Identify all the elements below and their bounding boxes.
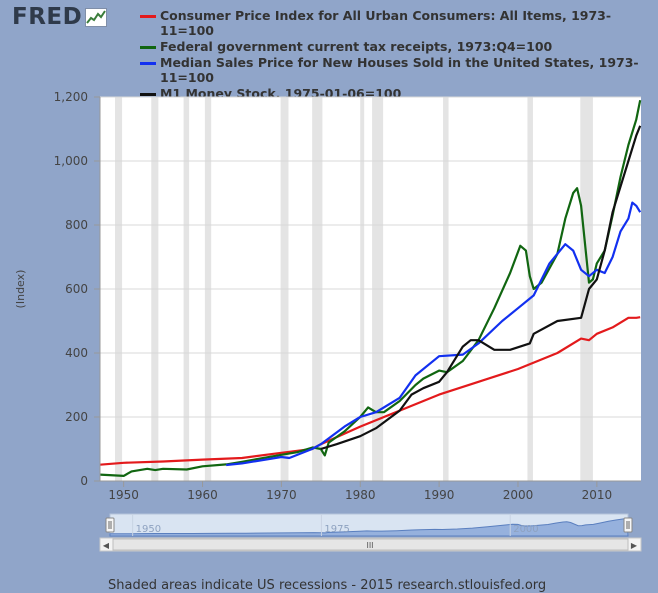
legend-swatch-tax <box>140 46 156 49</box>
x-tick-label: 1970 <box>266 488 297 502</box>
x-tick-label: 1950 <box>108 488 139 502</box>
navigator-left-handle[interactable] <box>105 517 115 533</box>
x-tick-label: 2010 <box>582 488 613 502</box>
x-tick-label: 1980 <box>345 488 376 502</box>
navigator-scrollbar-thumb[interactable] <box>112 538 629 551</box>
navigator-year-label: 1975 <box>324 524 349 535</box>
legend-swatch-m1 <box>140 93 156 96</box>
x-tick-label: 2000 <box>503 488 534 502</box>
scrollbar-grip: III <box>366 541 373 550</box>
gridlines <box>100 96 641 418</box>
y-tick-label: 1,200 <box>54 90 88 104</box>
scroll-left-arrow-icon[interactable]: ◀ <box>103 541 110 550</box>
fred-logo-text: FRED <box>12 4 83 30</box>
series-line-m1 <box>320 125 642 451</box>
axes: 0 200 400 600 800 1,000 1,200 1950 1960 1970 1980 1… <box>54 90 641 502</box>
y-tick-label: 1,000 <box>54 154 88 168</box>
legend-swatch-cpi <box>140 15 156 18</box>
y-tick-label: 200 <box>65 410 88 424</box>
y-axis-label: (Index) <box>14 270 27 309</box>
legend-item-tax[interactable]: Federal government current tax receipts,… <box>140 39 650 54</box>
legend-label-cpi: Consumer Price Index for All Urban Consu… <box>160 8 612 38</box>
series-line-house <box>226 201 642 467</box>
navigator-right-handle[interactable] <box>623 517 633 533</box>
navigator-year-label: 1950 <box>136 524 161 535</box>
range-navigator[interactable]: 1950 1975 2000 III ◀ ▶ <box>99 513 642 552</box>
series-lines <box>99 99 642 477</box>
navigator-year-label: 2000 <box>513 524 538 535</box>
y-tick-label: 0 <box>80 474 88 488</box>
fred-chart-icon <box>85 7 108 27</box>
x-tick-label: 1990 <box>424 488 455 502</box>
legend-item-cpi[interactable]: Consumer Price Index for All Urban Consu… <box>140 8 650 38</box>
navigator-series-area <box>109 517 629 537</box>
scroll-right-arrow-icon[interactable]: ▶ <box>631 541 638 550</box>
series-line-cpi <box>99 316 641 466</box>
line-chart: 0 200 400 600 800 1,000 1,200 1950 1960 1970 1980 1… <box>14 90 642 552</box>
legend-swatch-house <box>140 62 156 65</box>
y-tick-label: 400 <box>65 346 88 360</box>
legend-item-house[interactable]: Median Sales Price for New Houses Sold i… <box>140 55 650 85</box>
fred-logo[interactable]: FRED <box>12 4 108 30</box>
legend-label-house: Median Sales Price for New Houses Sold i… <box>160 55 639 85</box>
y-tick-label: 800 <box>65 218 88 232</box>
recession-note: Shaded areas indicate US recessions - 20… <box>108 578 547 593</box>
y-tick-label: 600 <box>65 282 88 296</box>
x-tick-label: 1960 <box>187 488 218 502</box>
legend-label-tax: Federal government current tax receipts,… <box>160 39 553 54</box>
